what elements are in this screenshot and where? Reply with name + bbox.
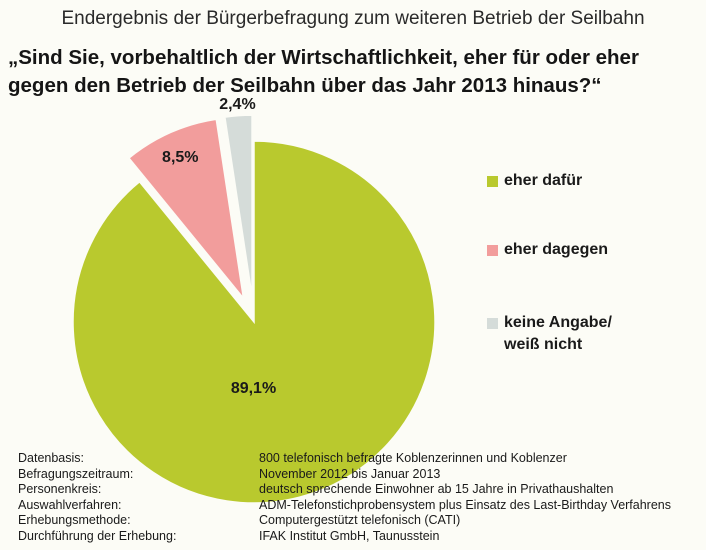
methodology-value: ADM-Telefonstichprobensystem plus Einsat… — [259, 497, 671, 512]
legend-swatch-eher-dagegen — [487, 245, 498, 256]
methodology-row: Erhebungsmethode: Computergestützt telef… — [18, 513, 703, 529]
methodology-label: Erhebungsmethode: — [18, 513, 131, 527]
methodology-value: 800 telefonisch befragte Koblenzerinnen … — [259, 451, 567, 465]
survey-methodology: Datenbasis: 800 telefonisch befragte Kob… — [18, 451, 703, 544]
methodology-value: Computergestützt telefonisch (CATI) — [259, 513, 461, 527]
legend-swatch-eher-dafuer — [487, 176, 498, 187]
methodology-label: Auswahlverfahren: — [18, 497, 122, 512]
methodology-value: IFAK Institut GmbH, Taunusstein — [259, 528, 440, 543]
pie-data-label-1: 8,5% — [162, 149, 198, 166]
survey-question-line-1: „Sind Sie, vorbehaltlich der Wirtschaftl… — [8, 46, 639, 69]
chart-title: Endergebnis der Bürgerbefragung zum weit… — [61, 8, 645, 29]
pie-data-label-2: 2,4% — [219, 96, 255, 113]
methodology-value: deutsch sprechende Einwohner ab 15 Jahre… — [259, 482, 614, 496]
legend-label-keine-angabe: keine Angabe/ weiß nicht — [504, 314, 612, 353]
survey-question-line-2: gegen den Betrieb der Seilbahn über das … — [8, 74, 602, 97]
methodology-label: Befragungszeitraum: — [18, 466, 134, 481]
methodology-row: Auswahlverfahren: ADM-Telefonstichproben… — [18, 498, 703, 514]
methodology-label: Durchführung der Erhebung: — [18, 528, 177, 543]
legend-label-eher-dagegen: eher dagegen — [504, 241, 609, 258]
methodology-row: Durchführung der Erhebung: IFAK Institut… — [18, 529, 703, 545]
pie-data-label-0: 89,1% — [231, 380, 276, 397]
pie-slice-0 — [72, 140, 436, 504]
survey-question: „Sind Sie, vorbehaltlich der Wirtschaftl… — [8, 44, 698, 100]
legend-item-keine-angabe: keine Angabe/ weiß nicht — [487, 312, 612, 356]
methodology-value: November 2012 bis Januar 2013 — [259, 466, 441, 481]
legend-item-eher-dafuer: eher dafür — [487, 170, 582, 192]
methodology-row: Datenbasis: 800 telefonisch befragte Kob… — [18, 451, 703, 467]
methodology-label: Personenkreis: — [18, 482, 102, 496]
pie-slice-2 — [223, 114, 253, 297]
methodology-label: Datenbasis: — [18, 451, 85, 465]
legend-label-eher-dafuer: eher dafür — [504, 172, 583, 189]
methodology-row: Personenkreis: deutsch sprechende Einwoh… — [18, 482, 703, 498]
pie-slice-1 — [127, 118, 245, 301]
methodology-row: Befragungszeitraum: November 2012 bis Ja… — [18, 467, 703, 483]
legend-swatch-keine-angabe — [487, 318, 498, 329]
legend-item-eher-dagegen: eher dagegen — [487, 239, 608, 261]
